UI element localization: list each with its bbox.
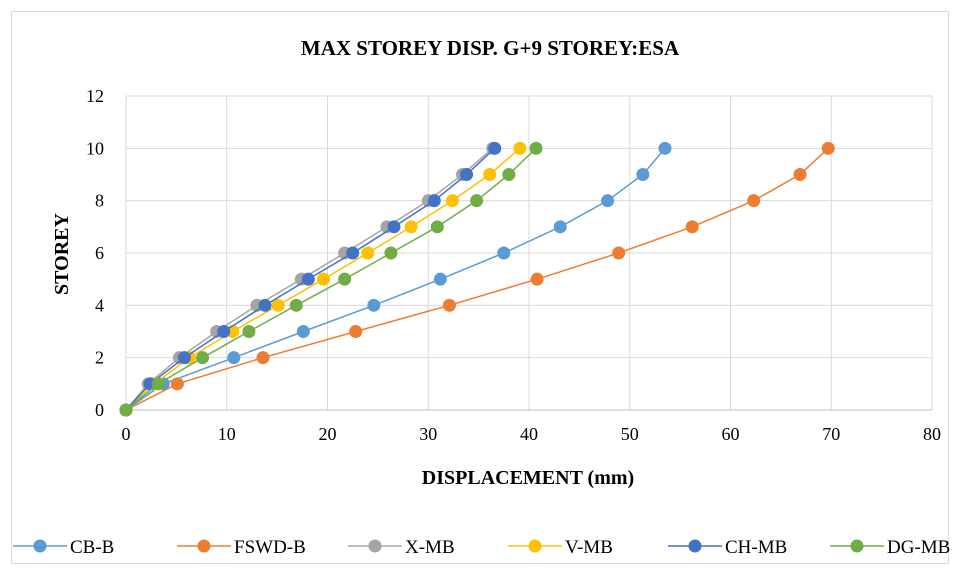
x-tick-label: 80 [923, 424, 941, 444]
series-lines [119, 141, 835, 417]
legend-label: FSWD-B [234, 537, 306, 558]
data-point [361, 246, 375, 260]
legend-item-fswd-b: FSWD-B [177, 537, 306, 558]
data-point [258, 298, 272, 312]
data-point [821, 141, 835, 155]
data-point [513, 141, 527, 155]
legend-item-x-mb: X-MB [348, 537, 455, 558]
data-point [636, 168, 650, 181]
data-point [227, 351, 241, 365]
data-point [316, 272, 330, 286]
data-point [338, 272, 352, 286]
data-point [502, 168, 516, 181]
data-point [177, 351, 191, 365]
data-point [601, 194, 615, 208]
data-point [196, 351, 210, 365]
data-point [430, 220, 444, 234]
data-point [685, 220, 699, 234]
data-point [301, 272, 315, 286]
data-point [445, 194, 459, 208]
data-point [658, 141, 672, 155]
x-tick-label: 0 [122, 424, 131, 444]
data-point [470, 194, 484, 208]
data-point [242, 325, 256, 338]
data-point [349, 325, 363, 338]
data-point [384, 246, 398, 260]
series-v-mb [119, 141, 527, 417]
legend-marker [850, 539, 864, 553]
data-point [747, 194, 761, 208]
x-tick-label: 50 [621, 424, 639, 444]
data-point [427, 194, 441, 208]
legend-label: CH-MB [725, 537, 787, 558]
series-line [125, 147, 666, 411]
data-point [483, 168, 497, 181]
data-point [460, 168, 474, 181]
data-point [433, 272, 447, 286]
legend-item-cb-b: CB-B [13, 537, 114, 558]
x-tick-label: 20 [319, 424, 337, 444]
series-cb-b [119, 141, 672, 417]
data-point [119, 403, 133, 417]
data-point [442, 298, 456, 312]
y-tick-label: 0 [95, 400, 104, 420]
legend-marker [688, 539, 702, 553]
series-line [125, 147, 537, 411]
legend-item-v-mb: V-MB [508, 537, 613, 558]
series-dg-mb [119, 141, 543, 417]
series-fswd-b [119, 141, 835, 417]
data-point [289, 298, 303, 312]
legend-marker [528, 539, 542, 553]
y-tick-label: 12 [86, 86, 104, 106]
chart-frame [11, 11, 949, 564]
x-axis-label: DISPLACEMENT (mm) [422, 467, 634, 489]
data-point [346, 246, 360, 260]
data-point [217, 325, 231, 338]
chart-title: MAX STOREY DISP. G+9 STOREY:ESA [301, 36, 680, 60]
y-tick-label: 8 [95, 191, 104, 211]
y-tick-label: 4 [95, 295, 104, 315]
legend-label: DG-MB [887, 537, 950, 558]
data-point [367, 298, 381, 312]
series-line [125, 147, 829, 411]
data-point [271, 298, 285, 312]
x-tick-label: 60 [722, 424, 740, 444]
data-point [529, 141, 543, 155]
x-tick-label: 70 [822, 424, 840, 444]
legend-item-dg-mb: DG-MB [830, 537, 950, 558]
data-point [553, 220, 567, 234]
data-point [793, 168, 807, 181]
y-tick-label: 6 [95, 243, 104, 263]
axes: 0 10 20 30 40 50 60 70 80 0 2 4 6 8 10 12 [86, 86, 941, 444]
x-tick-label: 40 [520, 424, 538, 444]
legend-marker [368, 539, 382, 553]
legend-label: V-MB [565, 537, 613, 558]
x-tick-label: 30 [419, 424, 437, 444]
data-point [530, 272, 544, 286]
data-point [387, 220, 401, 234]
legend-item-ch-mb: CH-MB [668, 537, 787, 558]
y-tick-label: 10 [86, 138, 104, 158]
data-point [151, 377, 165, 391]
data-point [256, 351, 270, 365]
data-point [612, 246, 626, 260]
data-point [296, 325, 310, 338]
data-point [170, 377, 184, 391]
data-point [404, 220, 418, 234]
legend: CB-B FSWD-B X-MB V-MB CH-MB DG-MB [13, 537, 950, 558]
data-point [497, 246, 511, 260]
data-point [488, 141, 502, 155]
legend-marker [33, 539, 47, 553]
y-tick-label: 2 [95, 348, 104, 368]
y-axis-label: STOREY [51, 213, 73, 295]
legend-marker [197, 539, 211, 553]
x-tick-label: 10 [218, 424, 236, 444]
legend-label: CB-B [70, 537, 114, 558]
legend-label: X-MB [405, 537, 455, 558]
